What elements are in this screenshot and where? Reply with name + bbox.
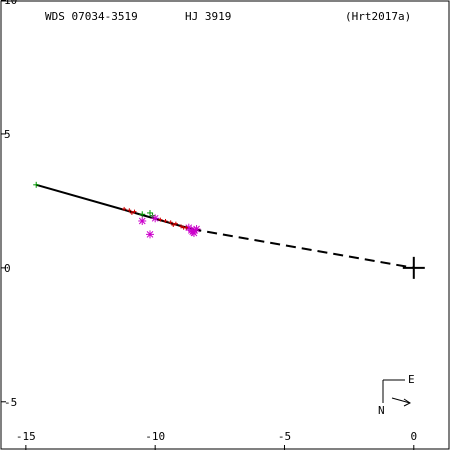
compass: E N: [378, 373, 415, 417]
point-asterisk: [188, 227, 197, 236]
y-tick-label: 0: [4, 262, 11, 275]
point-small-plus: [158, 217, 163, 222]
point-small-plus: [132, 209, 137, 214]
point-asterisk-d2: [193, 225, 200, 233]
point-small-plus: [127, 208, 132, 213]
point-small-plus: [168, 220, 173, 225]
y-tick-label: -5: [4, 396, 17, 409]
point-asterisk: [138, 216, 147, 225]
point-asterisk-d2: [146, 231, 154, 238]
point-plus: [33, 181, 40, 188]
point-small-plus: [122, 206, 127, 211]
wds-id-label: WDS 07034-3519: [45, 10, 138, 23]
point-small-plus: [179, 224, 184, 229]
point-asterisk-d2: [151, 214, 159, 222]
axes: -15 -10 -5 0 10 5 0 -5: [1, 0, 417, 450]
motion-arrow-shaft: [391, 397, 411, 404]
x-tick-label: -10: [145, 430, 165, 443]
y-tick-label: 5: [4, 128, 11, 141]
orbit-dashed-arc: [191, 228, 414, 269]
x-tick-label: -5: [278, 430, 291, 443]
point-asterisk-d2: [138, 217, 146, 225]
x-tick-label: 0: [410, 430, 417, 443]
point-plus: [147, 209, 153, 216]
point-small-plus: [173, 221, 178, 226]
point-asterisk: [146, 230, 154, 239]
point-asterisk-d2: [189, 228, 197, 236]
discoverer-label: HJ 3919: [185, 10, 231, 23]
observations: [33, 181, 201, 239]
point-small-plus: [163, 218, 168, 223]
point-small-plus: [129, 210, 134, 215]
motion-arrow-head: [403, 398, 411, 407]
compass-east-label: E: [408, 373, 415, 386]
point-small-plus: [171, 223, 176, 227]
point-asterisk: [151, 214, 160, 223]
reference-label: (Hrt2017a): [345, 10, 411, 23]
point-plus: [139, 211, 146, 218]
x-tick-label: -15: [16, 430, 36, 443]
compass-north-label: N: [378, 404, 385, 417]
point-small-plus: [181, 225, 186, 230]
y-tick-label: 10: [4, 0, 17, 7]
